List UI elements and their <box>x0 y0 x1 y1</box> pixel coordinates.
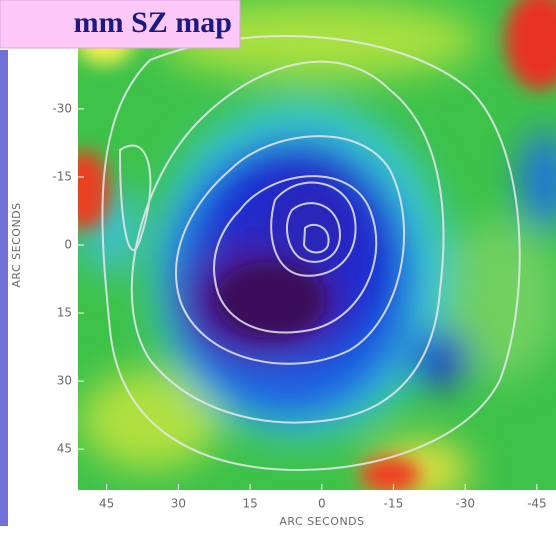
page: {"chart_data": {"type": "map", "title": … <box>0 0 556 549</box>
y-tick-label: -15 <box>52 169 72 183</box>
side-bar <box>0 50 8 526</box>
y-tick-label: 45 <box>57 442 72 456</box>
x-tick-label: -45 <box>527 497 547 511</box>
figure: -30 -15 0 15 30 45 45 30 15 0 -15 -30 -45 ARC SECON… <box>0 0 556 549</box>
x-tick-label: -30 <box>455 497 475 511</box>
sz-map-image <box>60 0 556 500</box>
x-tick-label: 30 <box>171 497 186 511</box>
y-tick-label: -30 <box>52 101 72 115</box>
x-tick-label: 0 <box>318 497 326 511</box>
chart-title: mm SZ map <box>74 6 232 39</box>
y-axis-label: ARC SECONDS <box>10 202 23 287</box>
y-tick-label: 15 <box>57 306 72 320</box>
x-tick-label: -15 <box>384 497 404 511</box>
x-tick-label: 45 <box>99 497 114 511</box>
y-tick-label: 0 <box>64 238 72 252</box>
x-tick-label: 15 <box>242 497 257 511</box>
y-tick-label: 30 <box>57 374 72 388</box>
x-axis-label: ARC SECONDS <box>279 515 364 528</box>
